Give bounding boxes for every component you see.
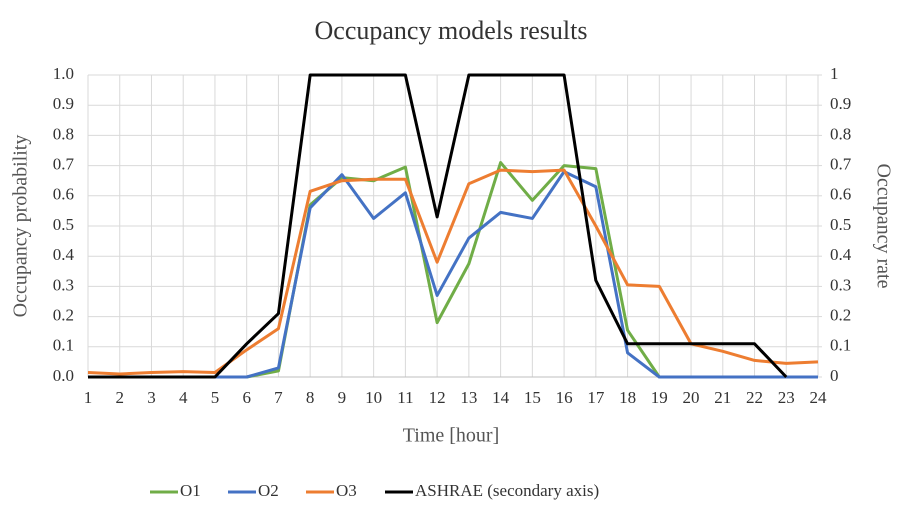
x-tick-label: 2: [115, 388, 124, 407]
x-tick-label: 18: [619, 388, 636, 407]
y-axis-title: Occupancy probability: [10, 135, 32, 318]
x-tick-label: 3: [147, 388, 156, 407]
x-tick-label: 10: [365, 388, 382, 407]
x-tick-label: 8: [306, 388, 315, 407]
x-tick-label: 4: [179, 388, 188, 407]
y2-tick-label: 0.2: [830, 306, 851, 325]
x-tick-label: 13: [460, 388, 477, 407]
y-tick-label: 0.1: [53, 336, 74, 355]
y-tick-label: 0.6: [53, 185, 74, 204]
x-tick-label: 12: [429, 388, 446, 407]
x-tick-label: 24: [810, 388, 828, 407]
y-tick-label: 0.5: [53, 215, 74, 234]
x-tick-label: 19: [651, 388, 668, 407]
y-tick-label: 1.0: [53, 64, 74, 83]
x-tick-label: 1: [84, 388, 93, 407]
chart-title: Occupancy models results: [315, 16, 588, 45]
series-line: [88, 170, 818, 379]
x-tick-label: 9: [338, 388, 347, 407]
y2-tick-label: 0.6: [830, 185, 851, 204]
legend-label: ASHRAE (secondary axis): [415, 481, 599, 500]
x-axis-title: Time [hour]: [403, 425, 499, 447]
y2-axis-title: Occupancy rate: [872, 164, 894, 289]
y-tick-label: 0.4: [53, 245, 75, 264]
y2-tick-label: 0.9: [830, 94, 851, 113]
y2-tick-label: 0.4: [830, 245, 852, 264]
legend-label: O2: [258, 481, 279, 500]
x-tick-label: 11: [397, 388, 413, 407]
y-tick-label: 0.8: [53, 124, 74, 143]
x-tick-label: 17: [587, 388, 605, 407]
y-tick-label: 0.0: [53, 366, 74, 385]
y-tick-label: 0.3: [53, 275, 74, 294]
x-tick-label: 7: [274, 388, 283, 407]
y-tick-label: 0.2: [53, 306, 74, 325]
x-tick-label: 20: [683, 388, 700, 407]
y-tick-label: 0.7: [53, 155, 75, 174]
x-tick-label: 15: [524, 388, 541, 407]
y2-tick-label: 0.8: [830, 124, 851, 143]
x-tick-label: 21: [714, 388, 731, 407]
y2-tick-label: 1: [830, 64, 839, 83]
x-tick-label: 5: [211, 388, 220, 407]
y-tick-label: 0.9: [53, 94, 74, 113]
legend-label: O1: [180, 481, 201, 500]
x-tick-label: 14: [492, 388, 510, 407]
y2-tick-label: 0.7: [830, 155, 852, 174]
y2-tick-label: 0.3: [830, 275, 851, 294]
legend-label: O3: [336, 481, 357, 500]
series-line: [88, 73, 788, 379]
y2-tick-label: 0.5: [830, 215, 851, 234]
x-tick-label: 22: [746, 388, 763, 407]
y2-tick-label: 0: [830, 366, 839, 385]
x-tick-label: 16: [556, 388, 573, 407]
x-tick-label: 6: [242, 388, 251, 407]
x-tick-label: 23: [778, 388, 795, 407]
y2-tick-label: 0.1: [830, 336, 851, 355]
